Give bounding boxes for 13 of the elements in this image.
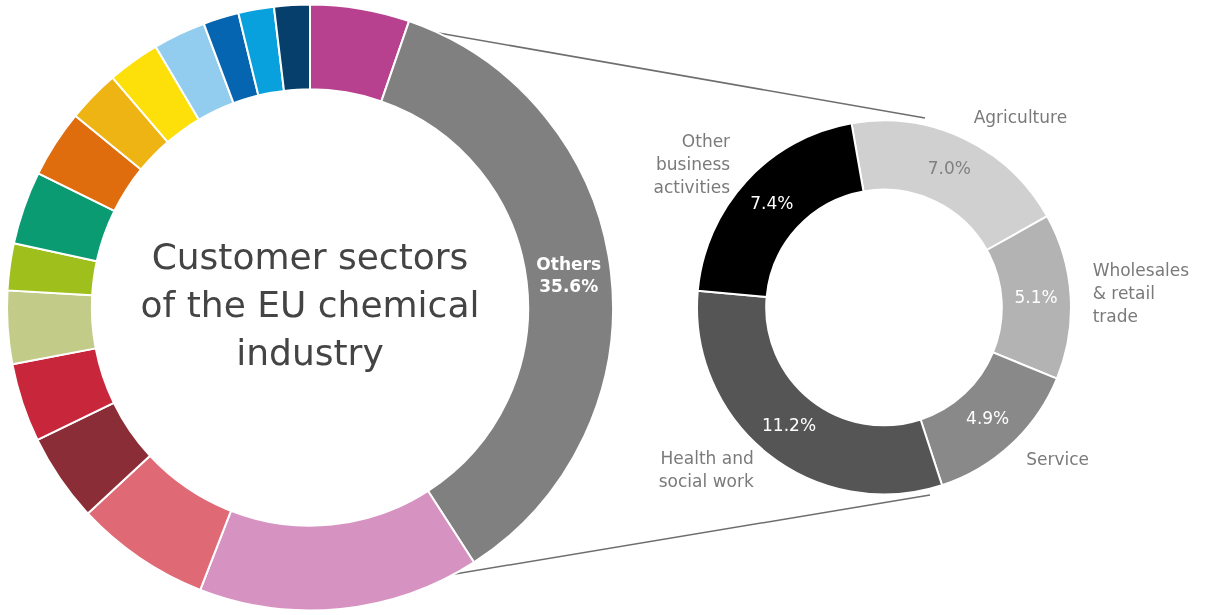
slice-label: Service [1026, 449, 1090, 470]
text: Customer sectors of the EU chemical industry [140, 235, 480, 373]
slice-label: Others [536, 253, 602, 274]
data-label: 11.2% [762, 415, 817, 436]
data-label: 7.4% [750, 192, 794, 213]
slice-label: Agriculture [973, 107, 1068, 128]
data-label: 35.6% [539, 275, 599, 296]
slice-label: Other business activities [653, 131, 731, 198]
data-label: 7.0% [927, 158, 971, 179]
slice-label: Health and social work [658, 447, 754, 491]
data-label: 5.1% [1014, 286, 1058, 307]
slice-label: Wholesales & retail trade [1092, 260, 1190, 327]
data-label: 4.9% [966, 407, 1010, 428]
